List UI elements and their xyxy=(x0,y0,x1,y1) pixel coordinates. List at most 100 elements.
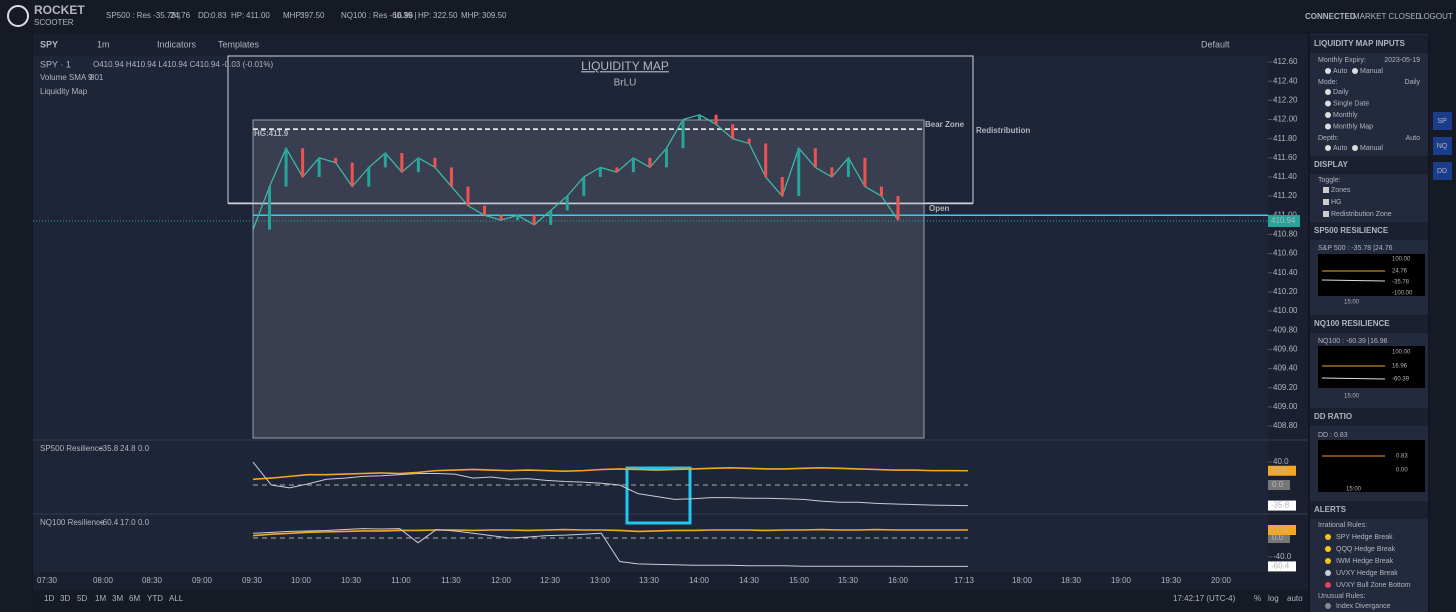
x-tick-label: 13:00 xyxy=(590,576,611,585)
option[interactable]: Auto xyxy=(1333,68,1348,75)
icon-button[interactable] xyxy=(1433,162,1452,180)
stat: 411.00 xyxy=(246,11,270,20)
option[interactable]: Monthly xyxy=(1333,112,1358,119)
option[interactable]: Monthly Map xyxy=(1333,123,1373,130)
mini-label: 15:00 xyxy=(1344,300,1360,306)
layout: Default xyxy=(1201,39,1230,49)
time-axis xyxy=(33,572,1308,590)
option[interactable]: Manual xyxy=(1360,68,1383,75)
y-tick-label: 410.20 xyxy=(1273,287,1298,296)
x-tick-label: 19:30 xyxy=(1161,576,1182,585)
x-tick-label: 16:00 xyxy=(888,576,909,585)
x-tick-label: 11:30 xyxy=(441,576,461,585)
hg-label: HG:411.9 xyxy=(254,129,289,138)
toggle[interactable]: HG xyxy=(1331,199,1342,206)
field-value: 2023-05-19 xyxy=(1384,57,1420,64)
checkbox xyxy=(1323,211,1329,217)
field-label: Toggle: xyxy=(1318,177,1341,184)
range-button[interactable]: 1M xyxy=(95,594,106,603)
range-button[interactable]: 5D xyxy=(77,594,87,603)
logout: LOGOUT xyxy=(1419,12,1453,21)
field-label: Mode: xyxy=(1318,79,1338,86)
icon-label: NQ xyxy=(1437,143,1448,150)
resilience-line xyxy=(252,528,968,567)
section-title: NQ100 RESILIENCE xyxy=(1314,319,1390,328)
x-tick-label: 13:30 xyxy=(639,576,660,585)
range-button[interactable]: 6M xyxy=(129,594,140,603)
section-header xyxy=(1310,35,1428,53)
field-label: Depth: xyxy=(1318,135,1339,142)
stat: SP500 : Res -35.78 | xyxy=(106,11,180,20)
value-tag: -60.4 xyxy=(1271,562,1290,571)
readout: 0.0 xyxy=(138,518,150,527)
templates: Templates xyxy=(218,39,260,49)
legend: 801 xyxy=(90,73,104,82)
mini-label: 0.00 xyxy=(1396,468,1408,474)
x-tick-label: 10:30 xyxy=(341,576,362,585)
zero-tag: 0.0 xyxy=(1272,480,1284,489)
checkbox xyxy=(1323,199,1329,205)
readout: 0.0 xyxy=(138,444,150,453)
radio xyxy=(1352,68,1358,74)
x-tick-label: 08:30 xyxy=(142,576,163,585)
y-tick-label: 409.00 xyxy=(1273,402,1298,411)
toggle[interactable]: Zones xyxy=(1331,187,1351,194)
brand-sub: SCOOTER xyxy=(34,18,74,27)
x-tick-label: 07:30 xyxy=(37,576,58,585)
section-header xyxy=(1310,501,1428,519)
legend: SPY · 1 xyxy=(40,59,71,69)
mini-label: 16.96 xyxy=(1392,364,1408,370)
y-tick-label: 410.80 xyxy=(1273,230,1298,239)
tag xyxy=(1268,500,1296,511)
alert-dot xyxy=(1325,570,1331,576)
alert-dot xyxy=(1325,603,1331,609)
range-button[interactable]: ALL xyxy=(169,594,184,603)
option[interactable]: Manual xyxy=(1360,145,1383,152)
section-title: SP500 RESILIENCE xyxy=(1314,226,1389,235)
clock: 17:42:17 (UTC-4) xyxy=(1173,594,1236,603)
toggle[interactable]: Redistribution Zone xyxy=(1331,211,1392,218)
section-header xyxy=(1310,222,1428,240)
y-tick-label: 412.60 xyxy=(1273,57,1298,66)
mini-label: 100.00 xyxy=(1392,257,1411,263)
section-title: LIQUIDITY MAP INPUTS xyxy=(1314,39,1405,48)
chart-area xyxy=(33,56,1268,572)
stat: DD: xyxy=(198,11,212,20)
tag xyxy=(1268,532,1290,543)
icon-button[interactable] xyxy=(1433,137,1452,155)
y-tick-label: 409.60 xyxy=(1273,345,1298,354)
radio xyxy=(1325,112,1331,118)
logo xyxy=(7,5,29,27)
alert-rule: QQQ Hedge Break xyxy=(1336,546,1396,553)
range-button[interactable]: 3M xyxy=(112,594,123,603)
x-tick-label: 09:30 xyxy=(242,576,263,585)
scale-btn: % xyxy=(1254,594,1261,603)
y-tick-label: 409.20 xyxy=(1273,383,1298,392)
range-button[interactable]: YTD xyxy=(147,594,163,603)
alert-rule: Index Divergance xyxy=(1336,603,1391,610)
stat: 16.96 xyxy=(393,11,414,20)
zone-label: Open xyxy=(929,204,950,213)
stat: HP: xyxy=(231,11,244,20)
option[interactable]: Daily xyxy=(1333,89,1349,96)
alert-dot xyxy=(1325,582,1331,588)
range-button[interactable]: 3D xyxy=(60,594,70,603)
y-tick-label: 412.00 xyxy=(1273,115,1298,124)
symbol: SPY xyxy=(40,39,58,49)
alert-rule: UVXY Hedge Break xyxy=(1336,570,1398,577)
option[interactable]: Single Date xyxy=(1333,100,1369,107)
y-tick-label: 411.20 xyxy=(1273,191,1297,200)
x-tick-label: 08:00 xyxy=(93,576,114,585)
bear-zone xyxy=(252,119,925,439)
mini-label: 0.83 xyxy=(1396,454,1408,460)
readout: 16.96 xyxy=(1370,338,1388,345)
option[interactable]: Auto xyxy=(1333,145,1348,152)
stat: MHP: xyxy=(461,11,481,20)
mini-label: -100.00 xyxy=(1392,291,1413,297)
tag xyxy=(1268,525,1296,536)
section-title: DD RATIO xyxy=(1314,412,1352,421)
x-tick-label: 12:00 xyxy=(491,576,512,585)
icon-button[interactable] xyxy=(1433,112,1452,130)
icon-bar xyxy=(1430,34,1456,612)
range-button[interactable]: 1D xyxy=(44,594,54,603)
